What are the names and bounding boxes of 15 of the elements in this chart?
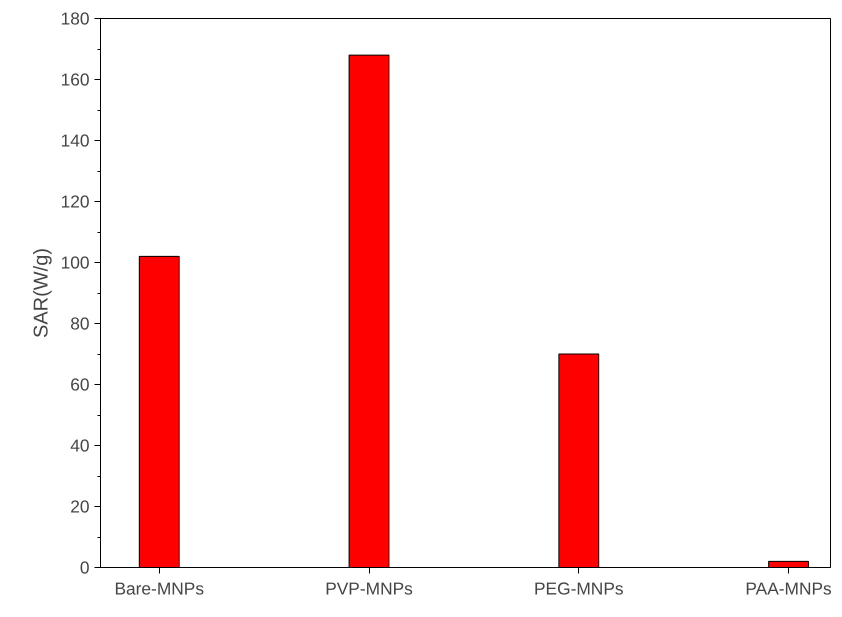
y-tick-label: 80 — [70, 314, 90, 334]
y-tick-label: 180 — [60, 8, 90, 28]
y-tick-label: 0 — [80, 558, 90, 578]
y-tick-label: 160 — [60, 70, 90, 90]
x-tick-label: Bare-MNPs — [114, 578, 204, 598]
y-tick-label: 120 — [60, 192, 90, 212]
y-tick-label: 60 — [70, 374, 90, 394]
x-tick-label: PVP-MNPs — [325, 578, 414, 598]
y-tick-label: 140 — [60, 130, 90, 150]
y-tick-label: 100 — [60, 252, 90, 272]
x-tick-label: PEG-MNPs — [534, 578, 624, 598]
y-axis-title: SAR(W/g) — [30, 248, 53, 338]
y-tick-label: 40 — [70, 436, 90, 456]
y-tick-label: 20 — [70, 496, 90, 516]
x-tick-label: PAA-MNPs — [745, 578, 832, 598]
